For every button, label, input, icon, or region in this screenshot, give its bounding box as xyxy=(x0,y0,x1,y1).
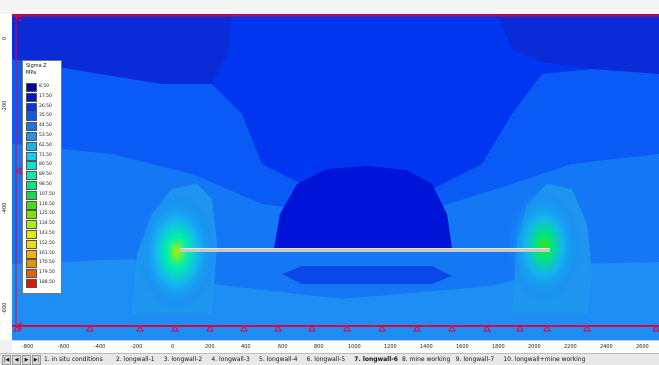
legend-label: 188.50 xyxy=(39,280,55,285)
legend-label: 152.50 xyxy=(39,241,55,246)
legend-swatch xyxy=(26,181,37,190)
x-tick-label: 200 xyxy=(205,344,215,350)
x-tick-label: -200 xyxy=(131,344,142,350)
y-tick-label: -200 xyxy=(2,101,8,112)
stage-tab[interactable]: 2. longwall-1 xyxy=(116,356,154,363)
legend-swatch xyxy=(26,269,37,278)
stage-tab[interactable]: 10. longwall+mine working xyxy=(503,356,585,363)
legend-swatch xyxy=(26,112,37,121)
x-tick-label: 2200 xyxy=(564,344,577,350)
x-tick-label: -800 xyxy=(22,344,33,350)
legend-label: 125.50 xyxy=(39,211,55,216)
legend-label: 35.50 xyxy=(39,113,52,118)
legend-title: Sigma Z xyxy=(26,63,47,69)
legend-label: 26.50 xyxy=(39,104,52,109)
x-tick-label: 600 xyxy=(278,344,288,350)
legend-swatch xyxy=(26,171,37,180)
legend-swatch xyxy=(26,191,37,200)
x-tick-label: 1000 xyxy=(348,344,361,350)
stage-tab[interactable]: 8. mine working xyxy=(402,356,450,363)
x-tick-label: 1400 xyxy=(420,344,433,350)
legend-label: 53.50 xyxy=(39,133,52,138)
x-tick-label: 2600 xyxy=(636,344,649,350)
legend-unit: MPa xyxy=(26,70,36,76)
x-tick-label: 400 xyxy=(241,344,251,350)
legend-label: 116.50 xyxy=(39,202,55,207)
y-tick-label: -400 xyxy=(2,203,8,214)
legend-label: 44.50 xyxy=(39,123,52,128)
legend-swatch xyxy=(26,152,37,161)
legend-swatch xyxy=(26,103,37,112)
stage-tab[interactable]: 3. longwall-2 xyxy=(164,356,202,363)
legend-label: 98.50 xyxy=(39,182,52,187)
stage-tab-bar: |◀ ◀ ▶ ▶| 1. in situ conditions 2. longwa… xyxy=(0,353,659,365)
x-tick-label: -600 xyxy=(58,344,69,350)
legend-label: 134.50 xyxy=(39,221,55,226)
legend-swatch xyxy=(26,132,37,141)
x-tick-label: -400 xyxy=(94,344,105,350)
x-tick-label: 1600 xyxy=(456,344,469,350)
legend-swatch xyxy=(26,240,37,249)
y-tick-label: -600 xyxy=(2,303,8,314)
legend-label: 80.50 xyxy=(39,162,52,167)
stage-tab[interactable]: 6. longwall-5 xyxy=(307,356,345,363)
legend-label: 179.50 xyxy=(39,270,55,275)
stress-contour-svg xyxy=(12,14,659,340)
legend-label: 71.50 xyxy=(39,153,52,158)
x-tick-label: 2400 xyxy=(600,344,613,350)
legend-label: 89.50 xyxy=(39,172,52,177)
legend-swatch xyxy=(26,122,37,131)
top-toolbar xyxy=(0,0,659,15)
stage-tab[interactable]: 5. longwall-4 xyxy=(259,356,297,363)
legend-swatch xyxy=(26,142,37,151)
horizontal-ruler: -800 -600 -400 -200 0 200 400 600 800 10… xyxy=(12,340,659,354)
y-tick-label: 0 xyxy=(2,37,8,40)
stage-tab[interactable]: 4. longwall-3 xyxy=(211,356,249,363)
legend-label: 17.50 xyxy=(39,94,52,99)
legend-swatch xyxy=(26,259,37,268)
x-tick-label: 0 xyxy=(171,344,174,350)
stage-tab[interactable]: 7. longwall-6 xyxy=(354,356,398,363)
stage-tab[interactable]: 9. longwall-7 xyxy=(456,356,494,363)
legend-swatch xyxy=(26,220,37,229)
color-legend: Sigma Z MPa 8.50 17.50 26.50 35.50 44.50 53.5… xyxy=(22,60,62,294)
legend-label: 62.50 xyxy=(39,143,52,148)
legend-swatch xyxy=(26,250,37,259)
legend-label: 8.50 xyxy=(39,84,49,89)
x-tick-label: 1200 xyxy=(384,344,397,350)
legend-swatch xyxy=(26,161,37,170)
legend-swatch xyxy=(26,83,37,92)
contour-plot-canvas[interactable] xyxy=(12,14,659,340)
stage-tab[interactable]: 1. in situ conditions xyxy=(44,356,103,363)
legend-swatch xyxy=(26,230,37,239)
x-tick-label: 1800 xyxy=(492,344,505,350)
x-tick-label: 2000 xyxy=(528,344,541,350)
legend-swatch xyxy=(26,279,37,288)
legend-label: 143.50 xyxy=(39,231,55,236)
legend-swatch xyxy=(26,93,37,102)
x-tick-label: 800 xyxy=(314,344,324,350)
legend-swatch xyxy=(26,210,37,219)
legend-swatch xyxy=(26,201,37,210)
legend-label: 170.50 xyxy=(39,260,55,265)
legend-label: 161.50 xyxy=(39,251,55,256)
legend-label: 107.50 xyxy=(39,192,55,197)
